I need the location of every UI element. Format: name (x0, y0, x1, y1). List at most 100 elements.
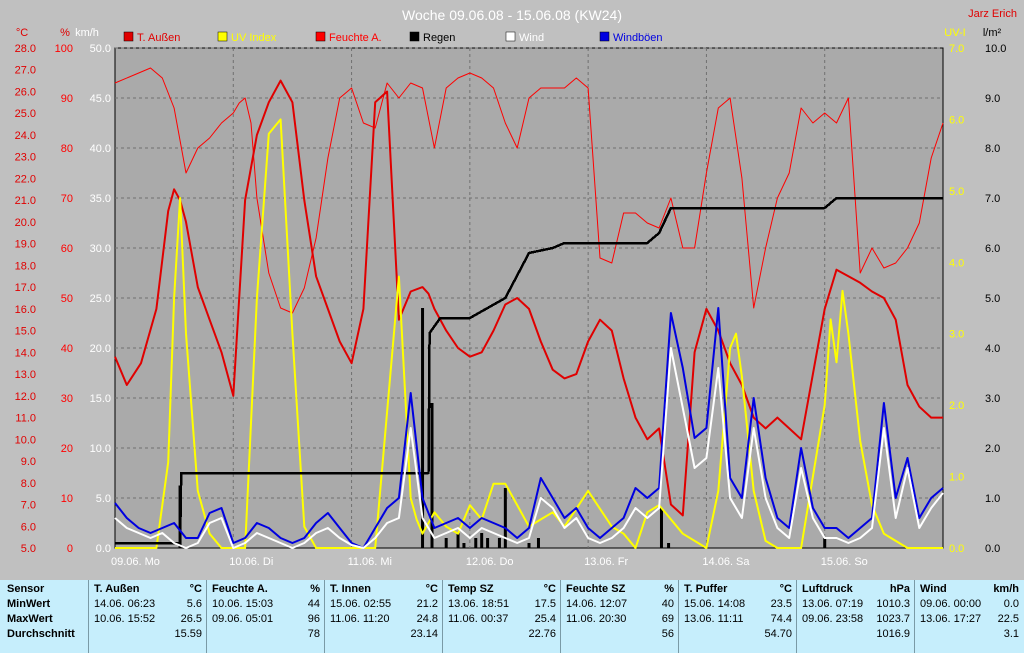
stats-row: 09.06. 05:01 96 (207, 613, 324, 627)
temp-tick-label: 12.0 (15, 391, 36, 403)
rain-bar (503, 488, 507, 548)
stats-column: T. Innen °C 15.06. 02:55 21.2 11.06. 11:20 24… (325, 580, 443, 653)
wind-tick-label: 30.0 (90, 243, 111, 255)
wind-tick-label: 25.0 (90, 293, 111, 305)
stats-row: 14.06. 12:07 40 (561, 598, 678, 612)
temp-tick-label: 6.0 (21, 521, 36, 533)
weather-chart: 5.0 6.0 7.0 8.0 9.0 10.0 11.0 12.0 13.0 14.0 15.0 1… (15, 7, 1017, 568)
temp-tick-label: 18.0 (15, 260, 36, 272)
stats-unit: °C (779, 583, 792, 595)
rain-tick-label: 3.0 (985, 393, 1000, 405)
row-label-min: MinWert (7, 598, 51, 610)
temp-tick-label: 11.0 (15, 413, 36, 425)
rain-tick-label: 1.0 (985, 493, 1000, 505)
legend-swatch (315, 31, 326, 42)
wind-tick-label: 0.0 (96, 543, 111, 555)
stats-unit: km/h (993, 583, 1019, 595)
stats-max-time: 11.06. 00:37 (448, 613, 509, 625)
series-line-t-au-en (114, 79, 943, 517)
statistics-table: Sensor MinWert MaxWert Durchschnitt T. A… (0, 580, 1024, 653)
x-tick-label: 12.06. Do (466, 556, 514, 568)
temp-tick-label: 17.0 (15, 282, 36, 294)
stats-row: 13.06. 18:51 17.5 (443, 598, 560, 612)
legend-swatch (409, 31, 420, 42)
legend-label: Feuchte A. (329, 32, 382, 44)
temp-tick-label: 16.0 (15, 304, 36, 316)
stats-row: 11.06. 11:20 24.8 (325, 613, 442, 627)
rain-bar (486, 538, 490, 548)
stats-min-time: 13.06. 07:19 (802, 598, 864, 610)
x-tick-label: 13.06. Fr (584, 556, 628, 568)
stats-max-value: 69 (661, 613, 674, 625)
stats-avg-value: 1016.9 (876, 628, 910, 640)
humidity-tick-label: 70 (61, 193, 73, 205)
rain-tick-label: 5.0 (985, 293, 1000, 305)
legend-swatch (505, 31, 516, 42)
stats-avg-value: 3.1 (1003, 628, 1019, 640)
series-line-windb-en (114, 307, 944, 549)
rain-tick-label: 10.0 (985, 43, 1006, 55)
temp-tick-label: 8.0 (21, 478, 36, 490)
stats-min-time: 14.06. 06:23 (94, 598, 156, 610)
stats-min-value: 0.0 (1003, 598, 1019, 610)
humidity-tick-label: 40 (61, 343, 73, 355)
temp-tick-label: 27.0 (15, 65, 36, 77)
author-label: Jarz Erich (968, 8, 1017, 20)
stats-column: Wind km/h 09.06. 00:00 0.0 13.06. 17:27 22.5 3… (915, 580, 1023, 653)
humidity-tick-label: 60 (61, 243, 73, 255)
humidity-tick-label: 90 (61, 93, 73, 105)
stats-row: Luftdruck hPa (797, 583, 914, 597)
stats-sensor-name: Temp SZ (448, 583, 494, 595)
stats-row: 22.76 (443, 628, 560, 642)
stats-sensor-name: Wind (920, 583, 947, 595)
rain-tick-label: 8.0 (985, 143, 1000, 155)
x-tick-label: 09.06. Mo (111, 556, 160, 568)
rain-bar (823, 538, 827, 548)
stats-row: 13.06. 17:27 22.5 (915, 613, 1023, 627)
stats-row: 14.06. 06:23 5.6 (89, 598, 206, 612)
stats-avg-value: 54.70 (764, 628, 792, 640)
stats-min-value: 1010.3 (876, 598, 910, 610)
stats-min-value: 44 (307, 598, 320, 610)
temp-tick-label: 7.0 (21, 500, 36, 512)
temp-tick-label: 5.0 (21, 543, 36, 555)
x-tick-label: 11.06. Mi (348, 556, 392, 568)
stats-min-value: 40 (661, 598, 674, 610)
series-line-uv-index (115, 118, 943, 549)
legend-label: Windböen (613, 32, 663, 44)
uv-tick-label: 2.0 (949, 400, 964, 412)
stats-row: 15.06. 14:08 23.5 (679, 598, 796, 612)
series-line-wind (114, 347, 944, 549)
stats-min-time: 15.06. 02:55 (330, 598, 392, 610)
stats-unit: °C (543, 583, 556, 595)
wind-tick-label: 40.0 (90, 143, 111, 155)
stats-max-time: 11.06. 11:20 (330, 613, 390, 625)
uv-tick-label: 3.0 (949, 329, 964, 341)
humidity-unit-label: % (60, 27, 70, 39)
stats-row: 23.14 (325, 628, 442, 642)
temp-tick-label: 14.0 (15, 347, 36, 359)
stats-row: 13.06. 07:19 1010.3 (797, 598, 914, 612)
stats-max-time: 13.06. 17:27 (920, 613, 982, 625)
x-tick-label: 14.06. Sa (702, 556, 750, 568)
uv-tick-label: 4.0 (949, 257, 964, 269)
stats-row: 10.06. 15:52 26.5 (89, 613, 206, 627)
rain-tick-label: 6.0 (985, 243, 1000, 255)
temp-tick-label: 24.0 (15, 130, 36, 142)
stats-min-time: 14.06. 12:07 (566, 598, 628, 610)
legend-label: T. Außen (137, 32, 180, 44)
wind-tick-label: 20.0 (90, 343, 111, 355)
stats-max-value: 26.5 (180, 613, 202, 625)
stats-min-time: 10.06. 15:03 (212, 598, 274, 610)
legend-label: UV Index (231, 32, 277, 44)
wind-tick-label: 5.0 (96, 493, 111, 505)
uv-tick-label: 5.0 (949, 186, 964, 198)
humidity-tick-label: 20 (61, 443, 73, 455)
temp-tick-label: 15.0 (15, 326, 36, 338)
stats-max-time: 09.06. 05:01 (212, 613, 274, 625)
stats-sensor-name: Feuchte SZ (566, 583, 626, 595)
legend-label: Regen (423, 32, 455, 44)
stats-row: T. Puffer °C (679, 583, 796, 597)
wind-tick-label: 35.0 (90, 193, 111, 205)
legend-label: Wind (519, 32, 544, 44)
